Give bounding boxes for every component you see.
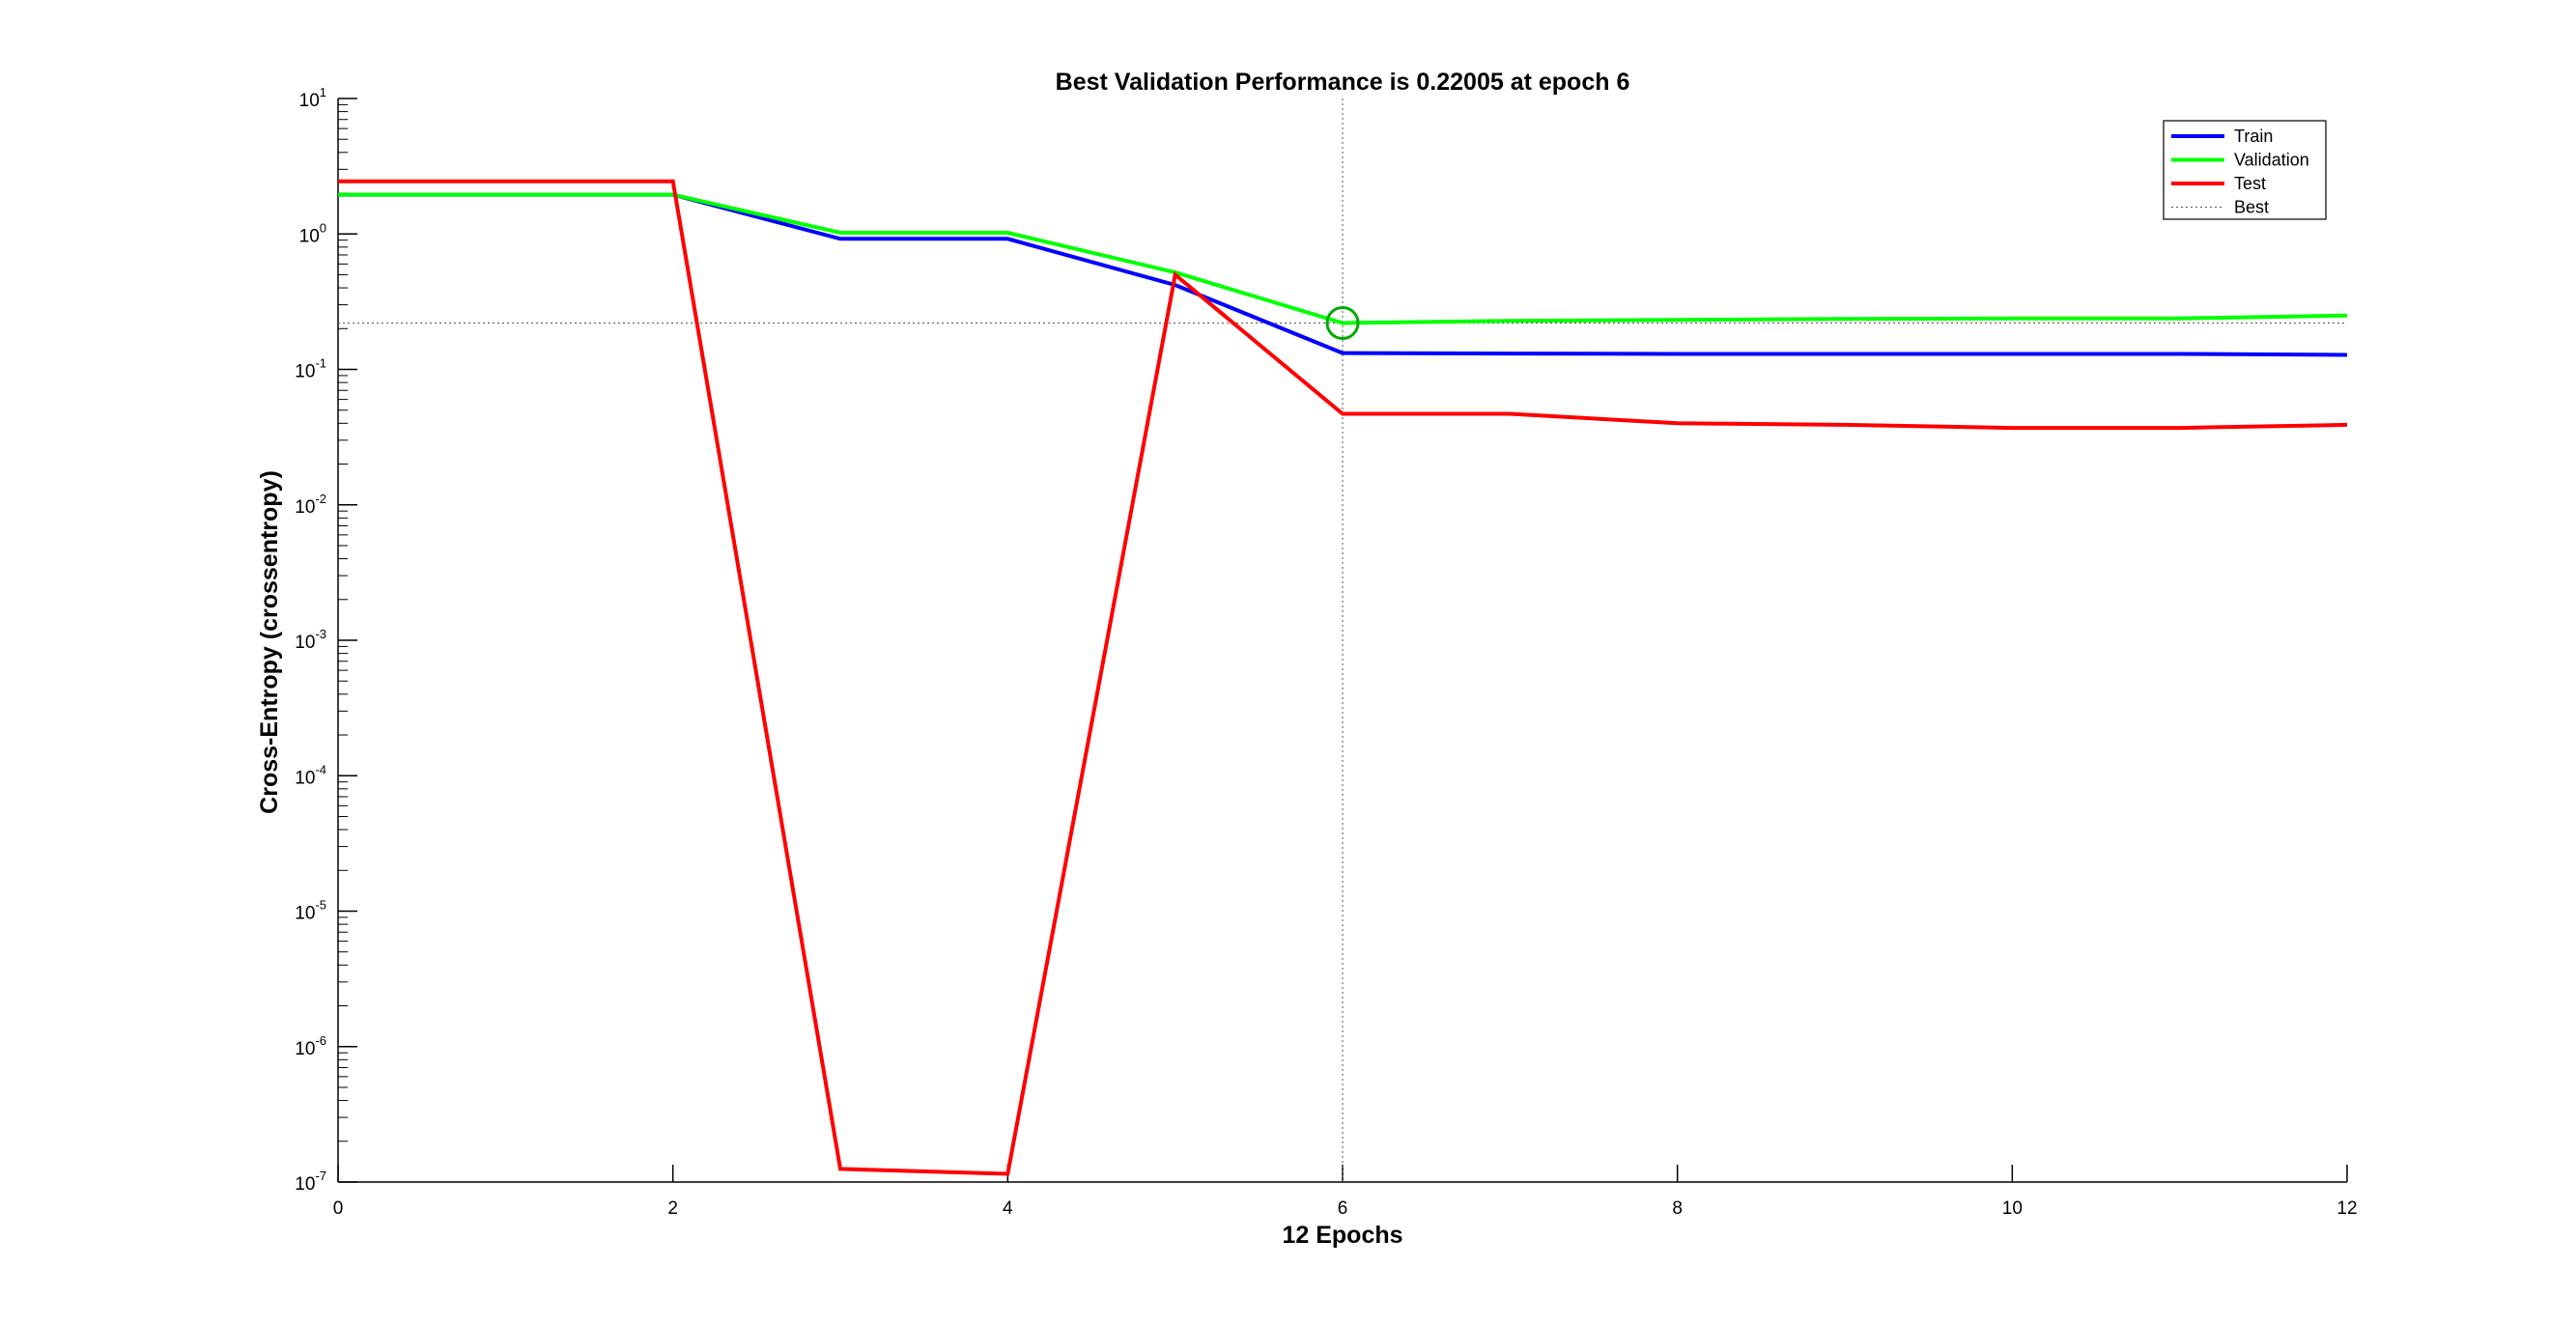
series-line-test [338, 179, 2348, 1176]
y-tick-label: 10-7 [295, 1169, 326, 1195]
y-axis-label: Cross-Entropy (crossentropy) [256, 470, 283, 814]
y-tick-label: 10-4 [295, 762, 326, 788]
y-tick-label: 10-5 [295, 898, 326, 924]
x-axis-label: 12 Epochs [1282, 1222, 1402, 1249]
x-tick-label: 12 [2336, 1198, 2357, 1219]
series-line-validation [338, 192, 2348, 325]
legend: Train Validation Test Best [2163, 120, 2327, 220]
series-lines [338, 179, 2348, 1176]
y-tick-label: 10-1 [295, 356, 326, 382]
y-tick-label: 100 [299, 220, 326, 246]
y-tick-label: 10-6 [295, 1033, 326, 1059]
legend-label-test: Test [2234, 174, 2266, 193]
y-ticks: 101 100 10-1 10-2 10-3 10-4 10-5 10-6 10-7 [295, 85, 357, 1195]
best-marker-circle [1325, 305, 1360, 340]
legend-label-validation: Validation [2234, 151, 2309, 170]
legend-label-best: Best [2234, 198, 2269, 217]
best-marker [1325, 305, 1360, 340]
x-tick-label: 4 [1003, 1198, 1013, 1219]
y-tick-label: 101 [299, 85, 326, 111]
y-tick-label: 10-2 [295, 492, 326, 518]
chart-title: Best Validation Performance is 0.22005 a… [1056, 69, 1630, 96]
x-tick-label: 0 [333, 1198, 344, 1219]
x-ticks: 0 2 4 6 8 10 12 [333, 1165, 2358, 1219]
x-tick-label: 10 [2002, 1198, 2023, 1219]
best-marker-lines [338, 99, 2347, 1182]
x-tick-label: 6 [1338, 1198, 1348, 1219]
x-tick-label: 8 [1672, 1198, 1683, 1219]
y-tick-label: 10-3 [295, 627, 326, 653]
y-minor-ticks [338, 103, 348, 1142]
legend-label-train: Train [2234, 127, 2273, 146]
x-tick-label: 2 [667, 1198, 678, 1219]
